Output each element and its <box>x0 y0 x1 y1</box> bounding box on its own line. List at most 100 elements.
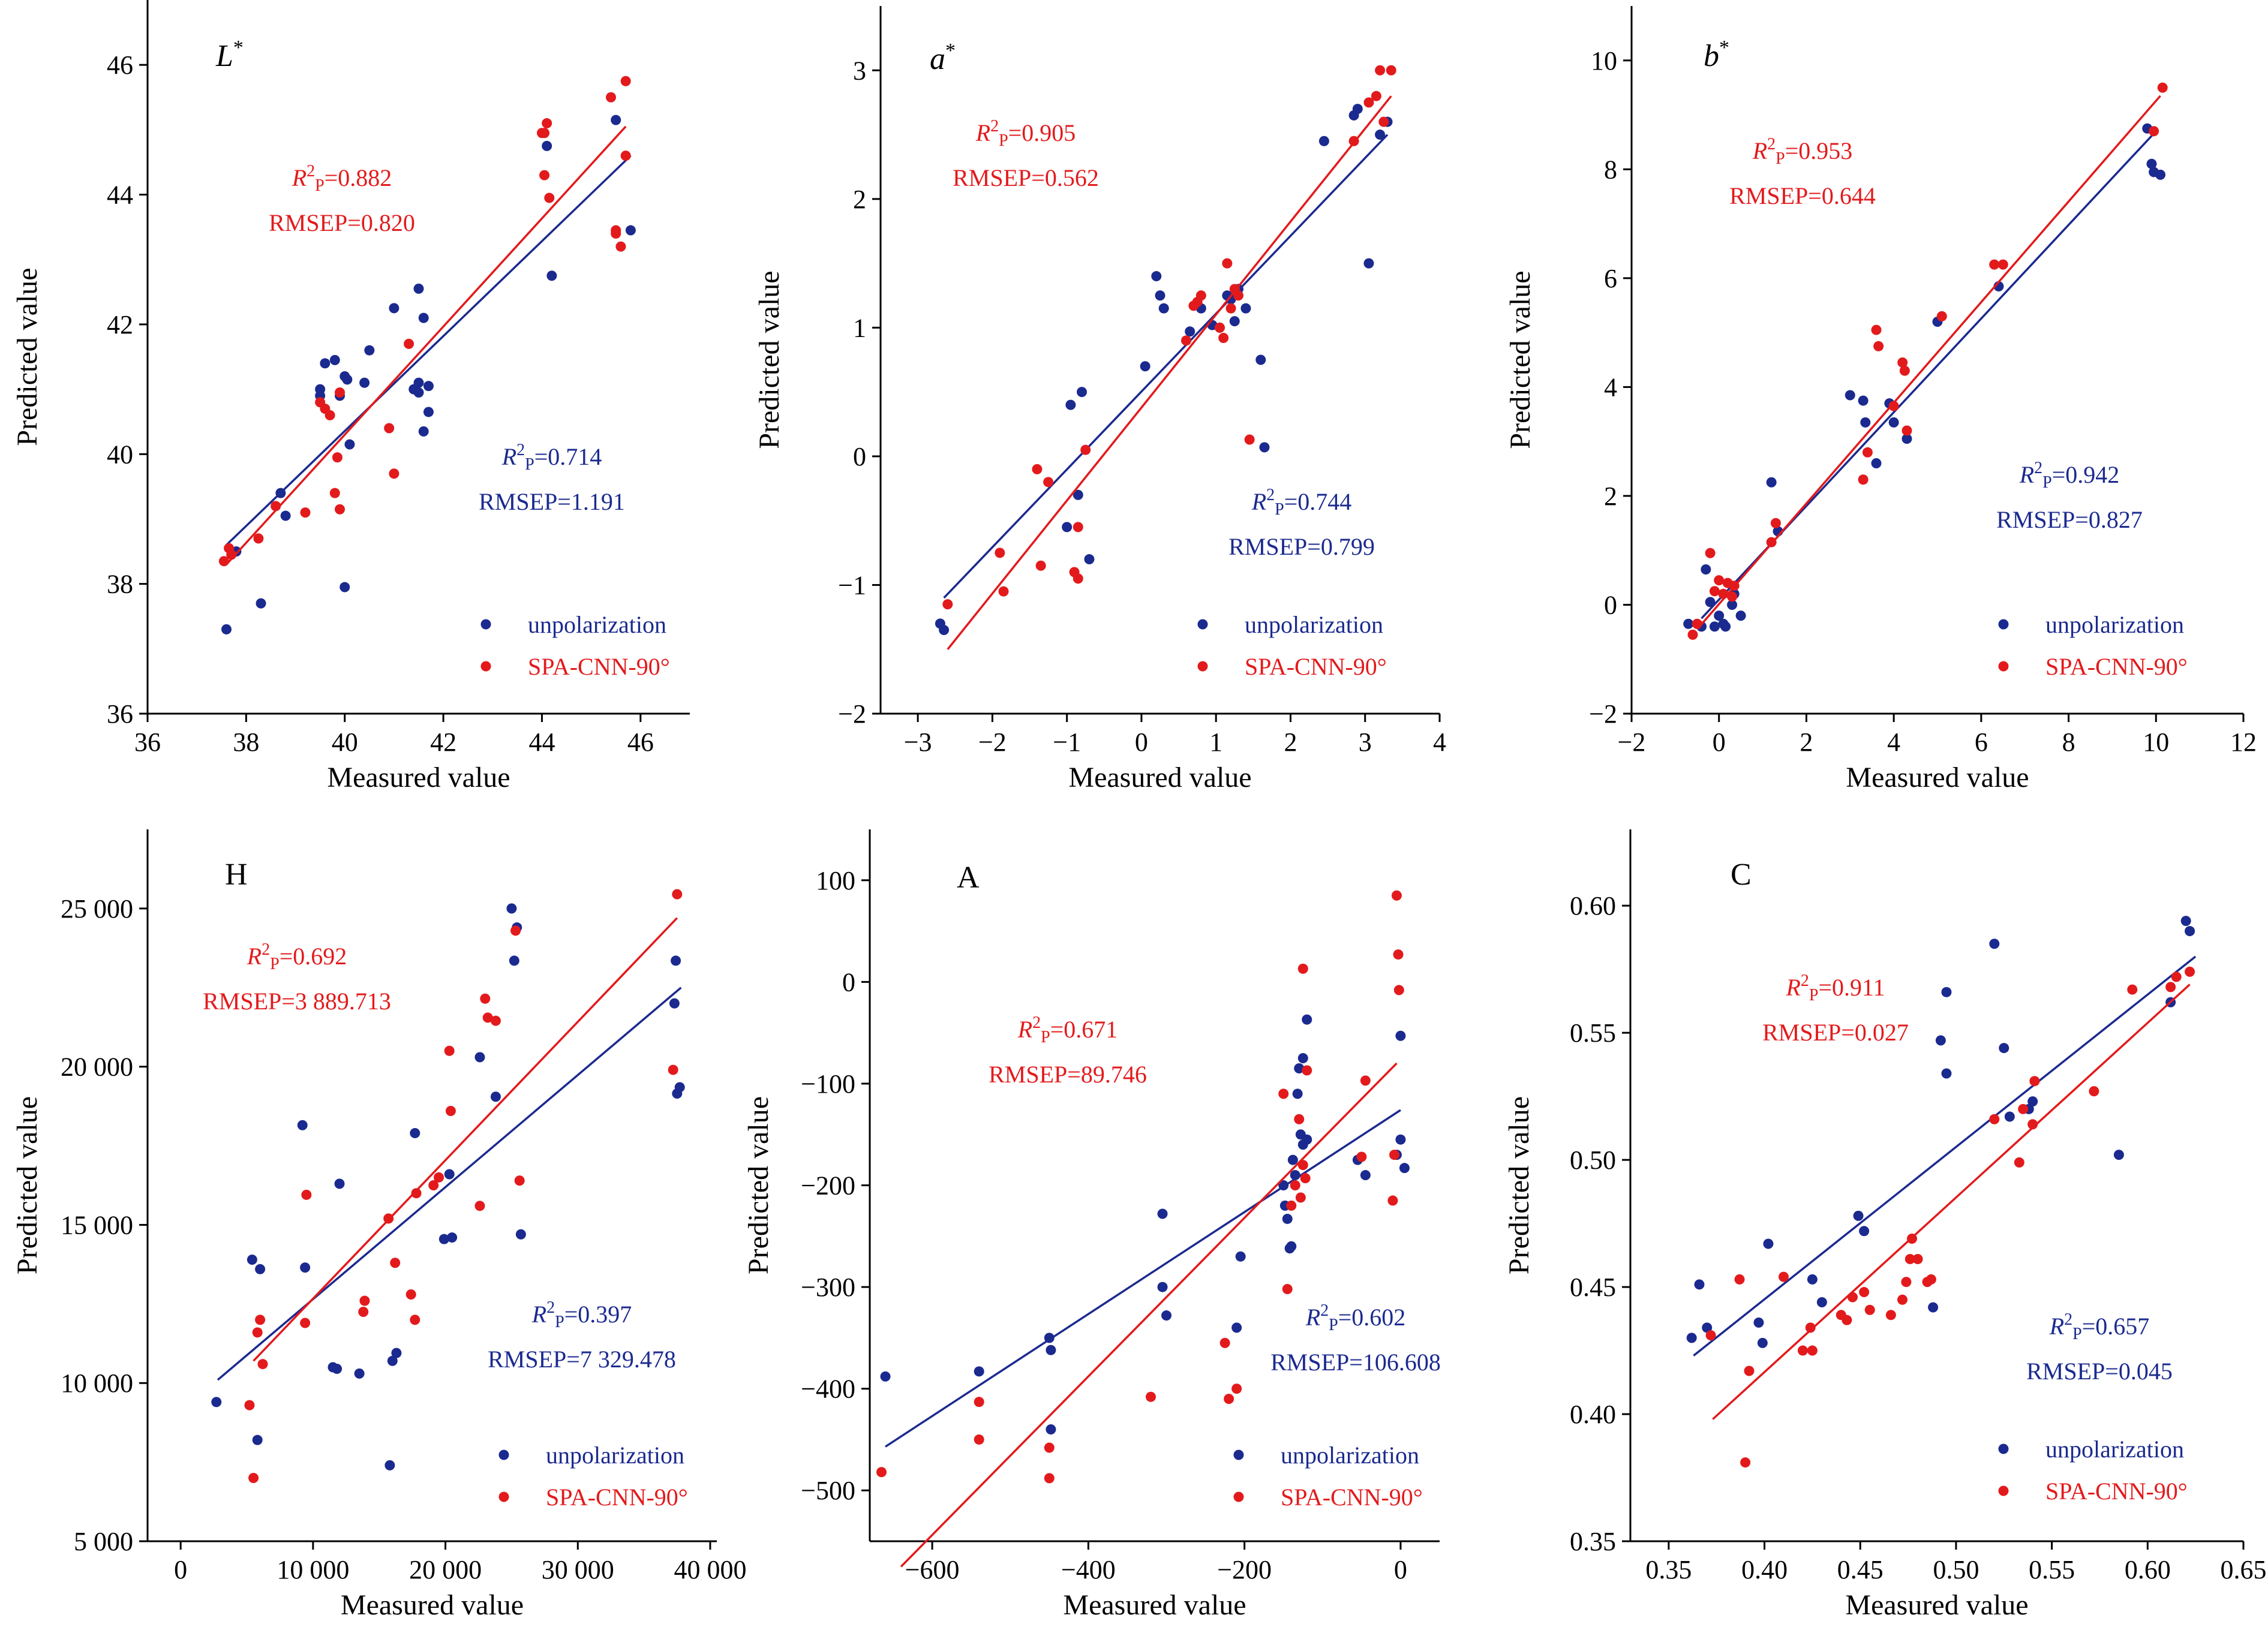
spa-cnn-point <box>490 1015 501 1026</box>
x-tick-label: 42 <box>430 727 456 757</box>
spa-cnn-point <box>1360 1075 1371 1086</box>
x-tick-label: 0.40 <box>1741 1555 1788 1584</box>
y-tick-label: 20 000 <box>61 1052 133 1082</box>
x-axis-title: Measured value <box>1068 762 1251 793</box>
spa-cnn-point <box>620 151 631 161</box>
x-tick-label: 40 000 <box>674 1555 746 1584</box>
spa-cnn-point <box>1897 1294 1908 1305</box>
blue-r2-label: R2P=0.657 <box>2049 1310 2150 1343</box>
y-axis-title: Predicted value <box>11 1096 43 1274</box>
y-tick-label: 0.45 <box>1570 1273 1616 1302</box>
red-rmsep-label: RMSEP=0.027 <box>1762 1019 1909 1046</box>
x-tick-label: 30 000 <box>542 1555 614 1584</box>
spa-cnn-point <box>1766 537 1777 548</box>
unpolarization-point <box>490 1091 501 1102</box>
spa-cnn-point <box>1348 136 1359 146</box>
x-tick-label: 20 000 <box>409 1555 482 1584</box>
unpolarization-point <box>334 1178 345 1189</box>
unpolarization-point <box>1763 1238 1774 1249</box>
unpolarization-point <box>546 270 557 281</box>
unpolarization-point <box>1816 1297 1827 1308</box>
blue-r2-label: R2P=0.602 <box>1305 1301 1406 1334</box>
spa-cnn-point <box>384 423 395 434</box>
unpolarization-point <box>1941 1068 1952 1079</box>
unpolarization-point <box>2027 1096 2038 1107</box>
red-rmsep-label: RMSEP=89.746 <box>989 1061 1147 1088</box>
unpolarization-point <box>387 1355 398 1366</box>
spa-cnn-point <box>2165 982 2176 993</box>
y-tick-label: 5 000 <box>74 1527 133 1556</box>
spa-cnn-point <box>1904 1253 1915 1264</box>
spa-cnn-point <box>1709 586 1720 597</box>
unpolarization-point <box>364 345 375 356</box>
x-tick-label: 0.65 <box>2221 1555 2267 1584</box>
spa-cnn-point <box>329 488 340 498</box>
spa-cnn-point <box>1997 259 2008 270</box>
unpolarization-point <box>1709 621 1720 632</box>
unpolarization-point <box>255 1264 266 1274</box>
spa-cnn-point <box>1294 1114 1305 1124</box>
unpolarization-point <box>1151 271 1162 282</box>
y-tick-label: 2 <box>1604 482 1617 511</box>
spa-cnn-point <box>301 1189 312 1200</box>
unpolarization-point <box>1240 303 1251 314</box>
spa-cnn-point <box>428 1180 439 1190</box>
spa-cnn-point <box>335 504 346 515</box>
unpolarization-point <box>625 225 636 236</box>
panel-a-star: −3 −2 −1 0 1 2 3 4 −2 −1 0 1 2 3 Measured value Predict… <box>753 6 1446 793</box>
spa-cnn-point <box>514 1175 525 1186</box>
spa-cnn-point <box>1224 1394 1234 1405</box>
legend-marker <box>1998 1443 2009 1454</box>
blue-rmsep-label: RMSEP=7 329.478 <box>488 1346 676 1373</box>
unpolarization-point <box>256 598 266 609</box>
unpolarization-point <box>1062 522 1073 533</box>
panel-a: −600 −400 −200 0 −500 −400 −300 −200 −100 0 100 Mea… <box>743 829 1441 1621</box>
y-tick-label: 46 <box>107 50 133 80</box>
spa-cnn-point <box>248 1472 259 1483</box>
spa-cnn-point <box>1222 258 1233 269</box>
spa-cnn-point <box>253 533 264 544</box>
y-tick-label: 15 000 <box>61 1210 133 1240</box>
spa-cnn-point <box>226 549 237 560</box>
y-tick-label: 0.55 <box>1570 1018 1616 1048</box>
x-tick-label: 10 <box>2143 727 2169 757</box>
spa-cnn-point <box>1391 890 1402 901</box>
spa-cnn-point <box>1218 333 1229 344</box>
red-r2-label: R2P=0.905 <box>975 117 1076 150</box>
unpolarization-point <box>423 381 434 392</box>
y-tick-label: −300 <box>801 1273 855 1302</box>
unpolarization-point <box>1395 1134 1406 1145</box>
spa-cnn-point <box>218 556 229 567</box>
spa-cnn-point <box>444 1045 455 1056</box>
unpolarization-point <box>1046 1345 1056 1355</box>
unpolarization-point <box>1077 387 1088 398</box>
unpolarization-point <box>1399 1163 1410 1174</box>
spa-cnn-point <box>482 1012 493 1023</box>
x-tick-label: 0 <box>1394 1555 1407 1584</box>
legend-label: SPA-CNN-90° <box>2045 1478 2188 1505</box>
y-tick-label: 38 <box>107 570 133 599</box>
unpolarization-point <box>1292 1088 1303 1099</box>
unpolarization-point <box>1229 316 1240 327</box>
y-tick-label: 10 <box>1591 46 1617 76</box>
red-r2-label: R2P=0.911 <box>1785 972 1885 1005</box>
unpolarization-point <box>418 312 429 323</box>
unpolarization-point <box>1860 417 1871 428</box>
unpolarization-point <box>2149 167 2159 178</box>
spa-cnn-point <box>405 1289 416 1300</box>
unpolarization-point <box>1375 130 1386 140</box>
spa-cnn-point <box>2171 972 2182 982</box>
panel-label: a* <box>930 40 956 76</box>
spa-cnn-point <box>995 548 1005 558</box>
unpolarization-point <box>1157 1282 1168 1292</box>
unpolarization-point <box>329 354 340 365</box>
legend-marker <box>480 619 491 630</box>
x-tick-label: −2 <box>978 727 1007 757</box>
unpolarization-point <box>1282 1213 1293 1224</box>
spa-cnn-point <box>1847 1292 1858 1303</box>
unpolarization-point <box>1046 1424 1056 1434</box>
spa-cnn-point <box>1901 425 1912 436</box>
unpolarization-point <box>880 1371 891 1382</box>
unpolarization-point <box>1928 1302 1939 1313</box>
